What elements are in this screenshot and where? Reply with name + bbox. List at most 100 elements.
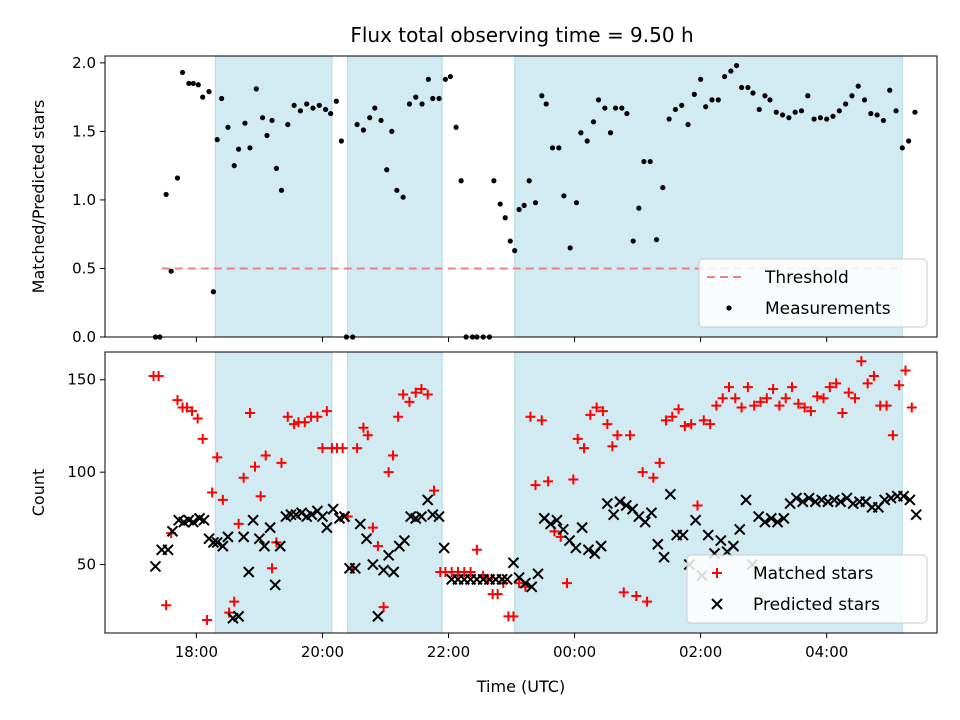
measurement-point	[590, 119, 597, 125]
measurement-point	[811, 116, 817, 122]
measurement-point	[526, 178, 532, 184]
predicted-star-point	[759, 516, 771, 528]
measurement-point	[502, 215, 508, 221]
predicted-star-point	[398, 534, 411, 547]
y-tick-label: 1.0	[72, 191, 96, 209]
matched-star-point	[465, 566, 476, 577]
measurement-point	[698, 76, 704, 82]
measurement-point	[458, 178, 464, 184]
measurement-point	[497, 201, 503, 207]
matched-star-point	[780, 393, 791, 404]
measurement-point	[539, 93, 545, 99]
matched-star-point	[161, 600, 172, 611]
matched-star-point	[367, 522, 378, 533]
measurement-point	[728, 68, 734, 74]
matched-star-point	[862, 378, 873, 389]
measurement-point	[430, 95, 436, 102]
predicted-star-point	[354, 518, 366, 530]
predicted-star-point	[166, 525, 179, 538]
predicted-star-point	[607, 508, 620, 521]
matched-star-point	[555, 531, 566, 542]
matched-star-point	[900, 365, 911, 376]
measurement-point	[297, 108, 303, 114]
measurement-point	[174, 175, 181, 181]
matched-star-point	[818, 393, 829, 404]
measurement-point	[750, 90, 756, 96]
matched-star-point	[568, 474, 579, 485]
measurement-point	[413, 94, 419, 100]
predicted-star-point	[765, 512, 777, 525]
predicted-star-point	[306, 508, 318, 521]
measurement-point	[400, 194, 406, 200]
matched-star-point	[591, 402, 602, 413]
axes-frame	[104, 351, 938, 634]
matched-star-point	[233, 518, 244, 529]
predicted-star-point	[222, 531, 234, 543]
matched-star-point	[267, 563, 278, 574]
matched-star-point	[749, 400, 760, 411]
y-axis-label: Count	[29, 469, 48, 517]
matched-star-point	[742, 382, 753, 393]
matched-star-point	[607, 441, 618, 452]
measurement-point	[630, 238, 636, 244]
measurement-point	[762, 93, 768, 99]
measurement-point	[773, 109, 779, 115]
measurement-point	[602, 105, 608, 111]
x-tick-label: 20:00	[301, 643, 344, 661]
matched-star-point	[276, 457, 287, 468]
matched-star-point	[711, 400, 722, 411]
predicted-star-point	[557, 523, 569, 536]
predicted-star-point	[614, 496, 626, 508]
matched-star-point	[525, 411, 536, 422]
measurement-point	[372, 105, 378, 111]
measurement-point	[516, 206, 522, 213]
measurement-point	[556, 145, 562, 151]
measurement-point	[360, 127, 367, 133]
predicted-star-point	[904, 494, 916, 506]
matched-star-point	[471, 544, 482, 555]
measurement-point	[264, 132, 270, 139]
predicted-star-point	[519, 577, 532, 589]
matched-star-point	[698, 415, 709, 426]
matched-star-point	[717, 393, 728, 404]
matched-star-point	[837, 408, 848, 419]
matched-star-point	[197, 433, 208, 444]
matched-star-point	[585, 409, 596, 420]
predicted-star-point	[338, 510, 351, 523]
matched-star-point	[202, 615, 213, 626]
predicted-star-point	[885, 492, 897, 504]
measurement-point	[532, 200, 539, 206]
matched-star-point	[260, 450, 271, 461]
measurement-point	[767, 97, 773, 103]
matched-star-point	[321, 406, 332, 417]
predicted-star-point	[237, 531, 250, 543]
shaded-period	[347, 55, 443, 338]
chart-title: Flux total observing time = 9.50 h	[350, 23, 693, 47]
axes-frame	[104, 55, 938, 338]
measurement-point	[874, 112, 880, 118]
measurement-point	[543, 101, 549, 107]
legend-label: Measurements	[765, 299, 891, 319]
measurement-point	[745, 84, 751, 91]
predicted-star-point	[285, 508, 297, 521]
measurement-point	[269, 117, 275, 124]
measurement-point	[666, 116, 672, 122]
predicted-star-point	[377, 564, 390, 576]
matched-star-point	[787, 382, 798, 393]
matched-star-point	[736, 402, 747, 413]
matched-star-point	[824, 382, 835, 393]
measurement-point	[868, 110, 874, 117]
matched-star-point	[660, 415, 671, 426]
matched-star-point	[793, 398, 804, 409]
matched-star-point	[224, 607, 235, 618]
measurement-point	[259, 115, 266, 121]
x-tick-label: 18:00	[175, 643, 218, 661]
measurement-point	[756, 106, 762, 113]
predicted-star-point	[243, 566, 255, 578]
matched-star-point	[612, 430, 623, 441]
matched-star-point	[894, 380, 905, 391]
predicted-star-point	[771, 516, 784, 528]
measurement-point	[672, 106, 679, 113]
predicted-star-point	[269, 579, 281, 591]
